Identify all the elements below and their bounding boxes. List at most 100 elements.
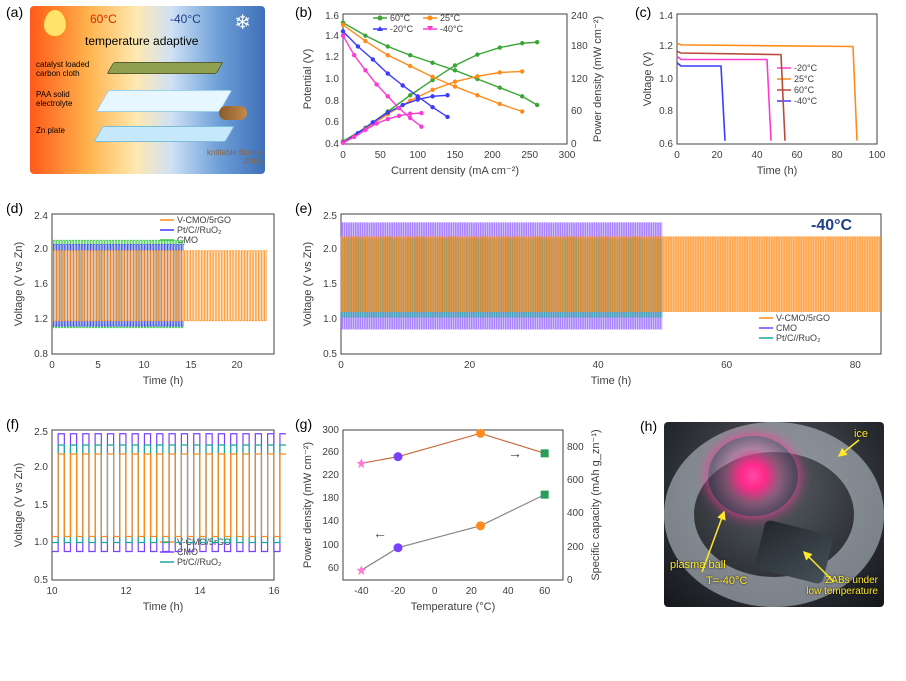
b-ylabel-r: Power density (mW cm⁻²): [592, 16, 604, 142]
snowflake-icon: ❄: [234, 10, 251, 35]
svg-text:0.6: 0.6: [325, 117, 339, 128]
schematic-title: temperature adaptive: [85, 34, 198, 48]
svg-text:2.0: 2.0: [34, 244, 48, 255]
svg-text:60: 60: [539, 586, 551, 597]
panel-b-label: (b): [295, 4, 312, 20]
svg-text:140: 140: [322, 516, 339, 527]
svg-text:20: 20: [466, 586, 478, 597]
svg-text:2.5: 2.5: [34, 427, 48, 438]
svg-text:Pt/C//RuO₂: Pt/C//RuO₂: [776, 333, 821, 343]
svg-text:1.4: 1.4: [659, 11, 673, 22]
c-ylabel: Voltage (V): [642, 52, 654, 106]
layer-catalyst: [107, 62, 224, 74]
panel-g-label: (g): [295, 416, 312, 432]
svg-text:2.5: 2.5: [323, 211, 337, 222]
svg-text:0: 0: [432, 586, 438, 597]
svg-text:-20: -20: [391, 586, 406, 597]
panel-f-label: (f): [6, 416, 19, 432]
svg-text:Pt/C//RuO₂: Pt/C//RuO₂: [177, 557, 222, 567]
svg-text:25°C: 25°C: [440, 13, 461, 23]
panel-h-label: (h): [640, 418, 657, 434]
layer3-label: Zn plate: [36, 126, 65, 135]
svg-text:40: 40: [502, 586, 514, 597]
svg-text:Pt/C//RuO₂: Pt/C//RuO₂: [177, 225, 222, 235]
svg-text:2.0: 2.0: [323, 244, 337, 255]
svg-text:40: 40: [593, 360, 605, 371]
svg-text:0: 0: [674, 150, 680, 161]
panel-e-label: (e): [295, 200, 312, 216]
svg-text:250: 250: [521, 150, 538, 161]
schematic-a: 60°C -40°C ❄ temperature adaptive cataly…: [30, 6, 265, 174]
svg-text:5: 5: [95, 360, 101, 371]
svg-text:260: 260: [322, 447, 339, 458]
svg-text:200: 200: [484, 150, 501, 161]
svg-text:1.2: 1.2: [659, 41, 673, 52]
svg-text:1.6: 1.6: [325, 11, 339, 22]
svg-text:-20°C: -20°C: [794, 63, 818, 73]
svg-text:0: 0: [340, 150, 346, 161]
chart-d: 0510 1520 0.81.21.6 2.02.4 Time (h) Volt…: [6, 200, 288, 390]
svg-text:-40: -40: [354, 586, 369, 597]
svg-text:1.6: 1.6: [34, 279, 48, 290]
svg-text:V-CMO/5rGO: V-CMO/5rGO: [177, 215, 231, 225]
svg-text:50: 50: [375, 150, 387, 161]
svg-text:12: 12: [120, 586, 132, 597]
layer-paa: [96, 90, 233, 112]
svg-text:0.8: 0.8: [34, 349, 48, 360]
svg-text:100: 100: [869, 150, 886, 161]
svg-text:1.0: 1.0: [323, 314, 337, 325]
svg-text:300: 300: [322, 425, 339, 436]
svg-text:60: 60: [328, 563, 340, 574]
panel-c-label: (c): [635, 4, 651, 20]
svg-text:80: 80: [850, 360, 862, 371]
svg-text:0: 0: [338, 360, 344, 371]
e-ylabel: Voltage (V vs Zn): [302, 242, 314, 326]
svg-text:-40°C: -40°C: [794, 96, 818, 106]
panel-d-label: (d): [6, 200, 23, 216]
g-xlabel: Temperature (°C): [411, 601, 495, 613]
svg-text:1.5: 1.5: [34, 500, 48, 511]
svg-text:25°C: 25°C: [794, 74, 815, 84]
svg-text:14: 14: [194, 586, 206, 597]
svg-text:0.8: 0.8: [659, 106, 673, 117]
svg-text:1.0: 1.0: [659, 74, 673, 85]
panel-a-label: (a): [6, 4, 23, 20]
svg-text:15: 15: [185, 360, 197, 371]
g-ylabel-r: Specific capacity (mAh g_zn⁻¹): [590, 429, 602, 580]
chart-e: 02040 6080 0.51.01.5 2.02.5 Time (h) Vol…: [295, 200, 895, 390]
d-xlabel: Time (h): [143, 375, 184, 387]
svg-text:V-CMO/5rGO: V-CMO/5rGO: [776, 313, 830, 323]
svg-text:20: 20: [231, 360, 243, 371]
chart-c: 02040 6080100 0.60.81.0 1.21.4 Time (h) …: [635, 4, 895, 179]
svg-text:0.5: 0.5: [323, 349, 337, 360]
svg-text:100: 100: [409, 150, 426, 161]
svg-text:1.2: 1.2: [325, 52, 339, 63]
chart-f: 10121416 0.51.01.5 2.02.5 Time (h) Volta…: [6, 416, 288, 616]
arrow-right: →: [508, 445, 522, 461]
e-annotation: -40°C: [811, 217, 853, 234]
svg-text:60: 60: [791, 150, 803, 161]
layer-zn: [93, 126, 234, 142]
fiber-icon: [219, 106, 247, 120]
layer2-label: PAA solidelectrolyte: [36, 90, 72, 108]
svg-text:60°C: 60°C: [794, 85, 815, 95]
svg-text:CMO: CMO: [776, 323, 797, 333]
svg-text:-20°C: -20°C: [390, 24, 414, 34]
svg-text:200: 200: [567, 542, 584, 553]
b-ylabel-l: Potential (V): [302, 49, 314, 110]
svg-text:180: 180: [571, 41, 588, 52]
temp-cold: -40°C: [170, 12, 201, 26]
svg-text:0: 0: [567, 575, 573, 586]
svg-text:80: 80: [831, 150, 843, 161]
svg-text:1.0: 1.0: [34, 537, 48, 548]
svg-text:0.5: 0.5: [34, 575, 48, 586]
side-label: knittable fibrousZABs: [207, 148, 263, 166]
svg-text:60°C: 60°C: [390, 13, 411, 23]
b-xlabel: Current density (mA cm⁻²): [391, 165, 519, 177]
svg-text:1.2: 1.2: [34, 314, 48, 325]
chart-b: 050100 150200250300 0.40.60.8 1.01.21.41…: [295, 4, 605, 179]
svg-text:800: 800: [567, 442, 584, 453]
chart-g: -40-200 204060 60100140 180220260300 020…: [295, 416, 605, 616]
fire-icon: [44, 10, 66, 36]
svg-text:1.5: 1.5: [323, 279, 337, 290]
